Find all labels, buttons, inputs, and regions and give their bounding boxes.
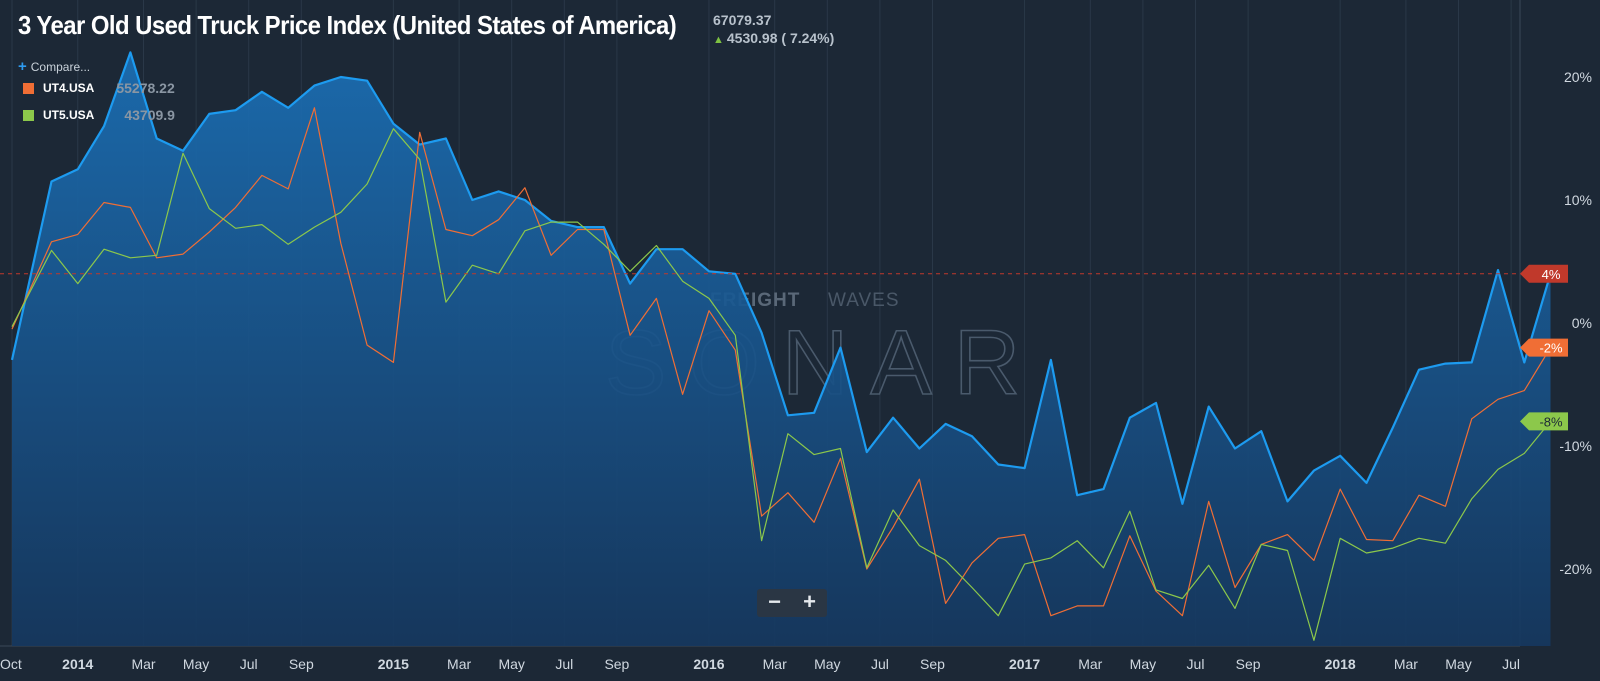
x-tick-label: May bbox=[1130, 656, 1156, 672]
change-text: 4530.98 ( 7.24%) bbox=[726, 30, 835, 46]
x-tick-label: Jul bbox=[555, 656, 573, 672]
x-tick-label: Mar bbox=[763, 656, 787, 672]
end-label-tag: 4% bbox=[1520, 264, 1568, 283]
series-line-ut5-usa bbox=[11, 128, 1551, 641]
x-tick-label: Sep bbox=[1236, 656, 1261, 672]
watermark-brand-right: WAVES bbox=[828, 290, 900, 311]
end-value-labels: 4% -2% -8% bbox=[1520, 264, 1568, 431]
x-tick-label: Jul bbox=[1187, 656, 1205, 672]
end-label-text: 4% bbox=[1542, 267, 1561, 282]
x-tick-label: May bbox=[814, 656, 840, 672]
x-tick-label: 2016 bbox=[693, 656, 724, 672]
x-tick-label: Mar bbox=[1078, 656, 1102, 672]
series-line-ut4-usa bbox=[11, 107, 1552, 617]
x-tick-label: 2014 bbox=[62, 656, 93, 672]
x-tick-label: May bbox=[1445, 656, 1471, 672]
y-tick-label: 20% bbox=[1564, 69, 1592, 85]
compare-button[interactable]: + Compare... bbox=[18, 58, 90, 75]
end-label-text: -8% bbox=[1539, 414, 1563, 429]
x-tick-label: 2017 bbox=[1009, 656, 1040, 672]
x-tick-label: Sep bbox=[920, 656, 945, 672]
zoom-control: − + bbox=[757, 589, 827, 617]
end-label-tag: -2% bbox=[1520, 338, 1568, 357]
y-tick-label: -20% bbox=[1559, 561, 1592, 577]
x-tick-label: Sep bbox=[604, 656, 629, 672]
series-area-3-year-old-used-truck-price-index bbox=[12, 52, 1551, 646]
legend-swatch-ut4 bbox=[23, 82, 34, 94]
x-tick-label: May bbox=[183, 656, 209, 672]
legend-value-ut4: 55278.22 bbox=[116, 80, 175, 96]
legend-ticker-ut5: UT5.USA bbox=[43, 108, 95, 122]
x-tick-label: Jul bbox=[871, 656, 889, 672]
end-label-tag-shape bbox=[1520, 264, 1568, 283]
end-label-tag-shape bbox=[1520, 412, 1568, 431]
x-tick-label: Jul bbox=[240, 656, 258, 672]
end-label-tag: -8% bbox=[1520, 412, 1568, 431]
x-tick-label: Mar bbox=[447, 656, 471, 672]
change-indicator: ▲ 4530.98 ( 7.24%) bbox=[713, 30, 834, 46]
x-tick-label: Mar bbox=[1394, 656, 1418, 672]
x-tick-label: 2018 bbox=[1325, 656, 1356, 672]
y-axis: 20% 10% 0% -10% -20% bbox=[1559, 69, 1592, 577]
x-tick-label: Jul bbox=[1502, 656, 1520, 672]
line-series bbox=[11, 107, 1552, 641]
up-arrow-icon: ▲ bbox=[713, 34, 724, 46]
x-axis: Oct 2014 Mar May Jul Sep 2015 Mar May Jul Sep 2016 M… bbox=[0, 656, 1520, 672]
x-tick-label: Oct bbox=[0, 656, 22, 672]
y-tick-label: 0% bbox=[1572, 315, 1592, 331]
legend-value-ut5: 43709.9 bbox=[124, 107, 175, 123]
y-tick-label: -10% bbox=[1559, 438, 1592, 454]
x-tick-label: 2015 bbox=[378, 656, 409, 672]
compare-label: Compare... bbox=[30, 60, 91, 74]
legend-ticker-ut4: UT4.USA bbox=[43, 81, 95, 95]
current-value: 67079.37 bbox=[713, 12, 772, 28]
legend-item-ut5[interactable]: UT5.USA 43709.9 bbox=[23, 107, 175, 123]
area-series bbox=[10, 51, 1552, 646]
series-line-3-year-old-used-truck-price-index bbox=[10, 51, 1552, 505]
y-tick-label: 10% bbox=[1564, 192, 1592, 208]
x-tick-label: Sep bbox=[289, 656, 314, 672]
plus-icon: + bbox=[18, 58, 27, 75]
end-label-text: -2% bbox=[1539, 341, 1563, 356]
end-label-tag-shape bbox=[1520, 338, 1568, 357]
x-tick-label: May bbox=[498, 656, 524, 672]
x-tick-label: Mar bbox=[131, 656, 155, 672]
zoom-in-button[interactable]: + bbox=[803, 589, 816, 614]
zoom-out-button[interactable]: − bbox=[768, 589, 781, 614]
legend-swatch-ut5 bbox=[23, 109, 34, 121]
chart-title: 3 Year Old Used Truck Price Index (Unite… bbox=[18, 10, 677, 40]
legend-item-ut4[interactable]: UT4.USA 55278.22 bbox=[23, 80, 175, 96]
